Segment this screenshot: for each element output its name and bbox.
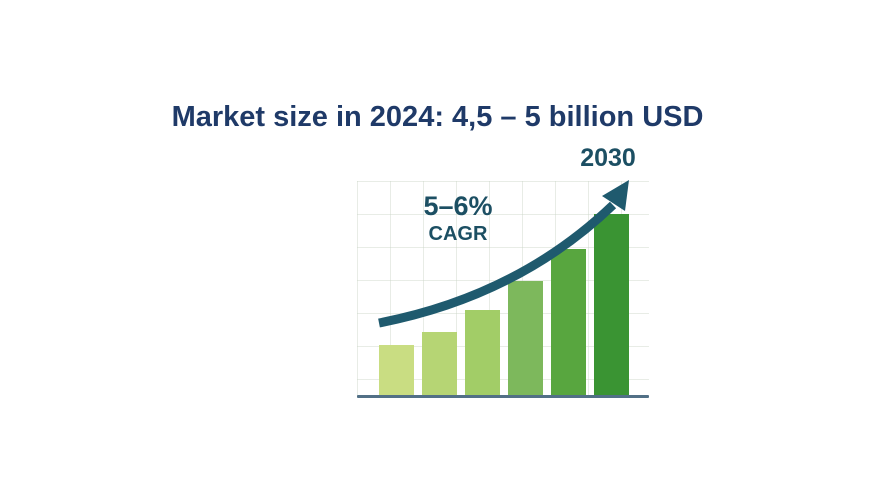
bar-2 bbox=[422, 332, 457, 396]
bar-5 bbox=[551, 249, 586, 396]
market-growth-chart: 2030 5–6% CAGR bbox=[355, 145, 655, 401]
end-year-label: 2030 bbox=[580, 144, 636, 172]
bar-series bbox=[379, 214, 629, 396]
cagr-label: CAGR bbox=[428, 223, 488, 245]
slide-title: Market size in 2024: 4,5 – 5 billion USD bbox=[171, 101, 704, 133]
bar-4 bbox=[508, 281, 543, 396]
chart-baseline bbox=[357, 395, 649, 398]
bar-6 bbox=[594, 214, 629, 396]
trend-arrow-head bbox=[602, 180, 629, 211]
trend-arrow-path bbox=[378, 201, 617, 328]
bar-3 bbox=[465, 310, 500, 396]
cagr-value: 5–6% bbox=[423, 191, 493, 221]
trend-arrow bbox=[378, 180, 629, 328]
cagr-annotation: 5–6% CAGR bbox=[410, 190, 506, 246]
bar-1 bbox=[379, 345, 414, 396]
